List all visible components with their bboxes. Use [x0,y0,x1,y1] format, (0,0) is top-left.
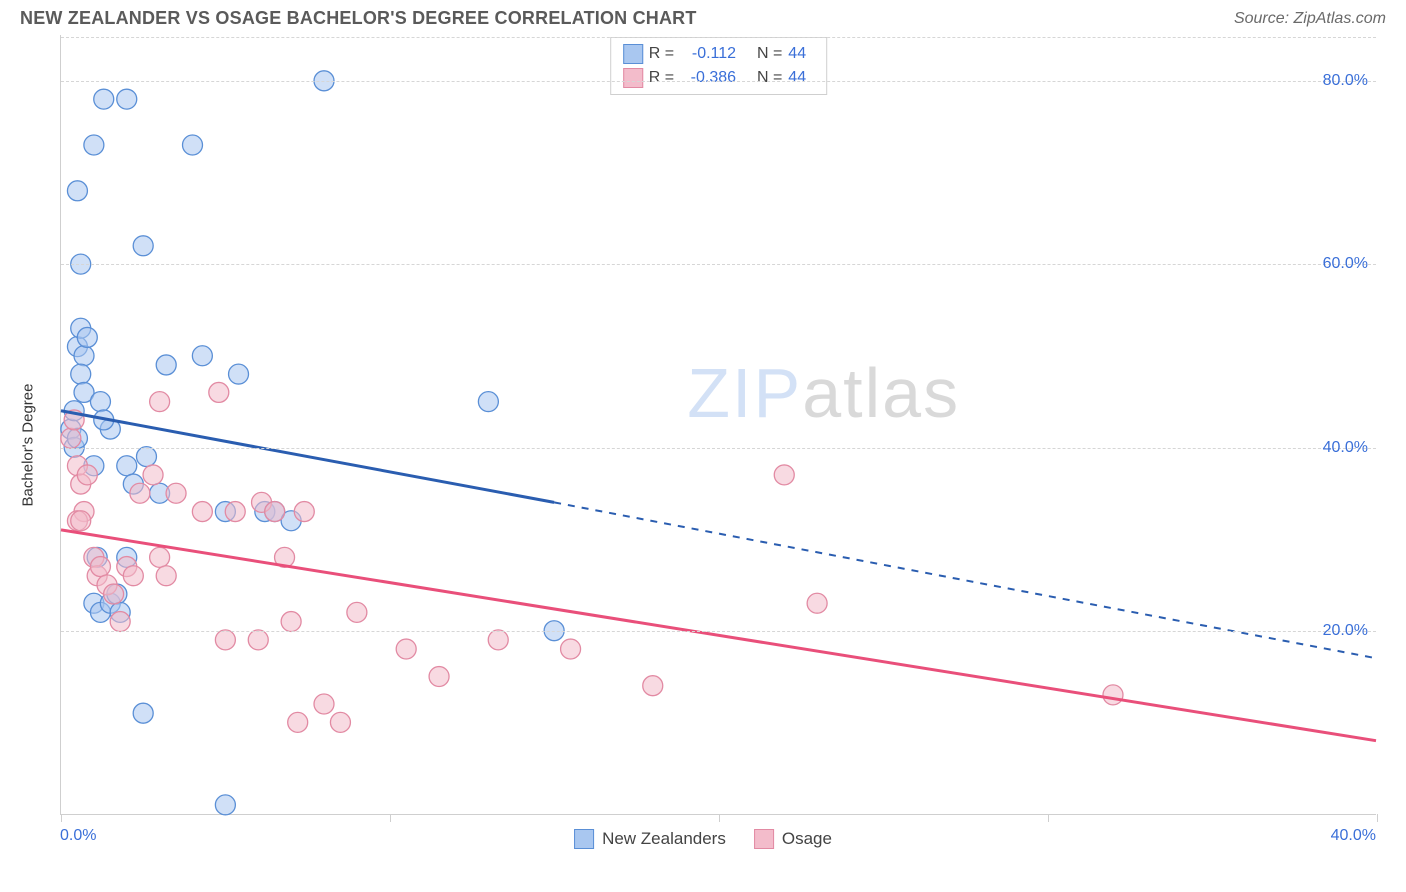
swatch-nz [623,44,643,64]
y-axis-label: Bachelor's Degree [20,384,37,507]
chart-header: NEW ZEALANDER VS OSAGE BACHELOR'S DEGREE… [0,0,1406,35]
bottom-legend: New Zealanders Osage [574,829,832,849]
legend-swatch-nz [574,829,594,849]
plot-svg [61,35,1376,814]
legend-swatch-osage [754,829,774,849]
x-tick-label: 40.0% [1331,827,1376,845]
stat-r-osage: -0.386 [680,69,736,87]
legend-label-osage: Osage [782,829,832,849]
stat-n-label-2: N = [757,69,782,87]
chart-source: Source: ZipAtlas.com [1234,10,1386,28]
stats-row-osage: R = -0.386 N = 44 [623,66,815,90]
chart-title: NEW ZEALANDER VS OSAGE BACHELOR'S DEGREE… [20,8,697,29]
y-tick-label: 20.0% [1323,622,1368,640]
y-tick-label: 60.0% [1323,255,1368,273]
stat-r-label-2: R = [649,69,674,87]
plot-area: ZIPatlas R = -0.112 N = 44 R = -0.386 N … [60,35,1376,815]
stat-n-label: N = [757,45,782,63]
legend-item-nz: New Zealanders [574,829,726,849]
swatch-osage [623,68,643,88]
stat-r-nz: -0.112 [680,45,736,63]
stats-row-nz: R = -0.112 N = 44 [623,42,815,66]
chart-container: Bachelor's Degree ZIPatlas R = -0.112 N … [20,35,1386,855]
legend-label-nz: New Zealanders [602,829,726,849]
stat-n-nz: 44 [788,45,814,63]
stats-legend-box: R = -0.112 N = 44 R = -0.386 N = 44 [610,37,828,95]
stat-n-osage: 44 [788,69,814,87]
legend-item-osage: Osage [754,829,832,849]
y-tick-label: 80.0% [1323,72,1368,90]
stat-r-label: R = [649,45,674,63]
y-tick-label: 40.0% [1323,439,1368,457]
x-tick-label: 0.0% [60,827,96,845]
